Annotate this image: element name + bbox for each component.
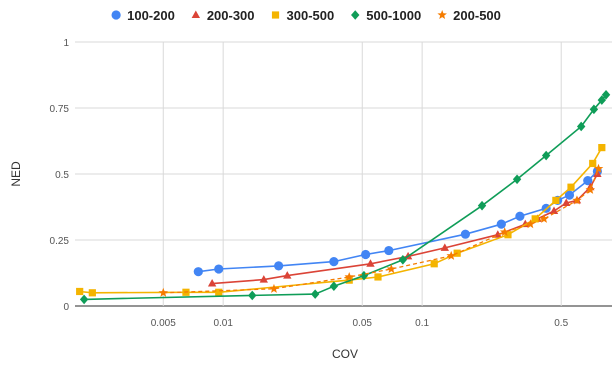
- data-point: [539, 213, 549, 223]
- series-200-300: [207, 169, 602, 287]
- x-tick-label: 0.01: [213, 318, 233, 329]
- data-point: [597, 95, 607, 105]
- data-point: [446, 250, 456, 260]
- y-tick-label: 0: [63, 302, 69, 313]
- data-point: [552, 196, 560, 204]
- data-point: [585, 184, 596, 194]
- data-point: [601, 90, 611, 100]
- y-tick-label: 0.75: [50, 104, 70, 115]
- data-point: [384, 245, 394, 256]
- data-point: [215, 288, 223, 296]
- data-point: [366, 259, 375, 267]
- data-point: [329, 281, 339, 291]
- data-point: [531, 215, 539, 223]
- data-point: [572, 195, 582, 205]
- legend-marker: [191, 10, 201, 18]
- legend-label: 300-500: [287, 8, 335, 23]
- series-line: [212, 173, 599, 285]
- data-point: [440, 243, 450, 251]
- data-point: [310, 289, 320, 299]
- y-axis-ticks: 0 0.25 0.5 0.75 1: [50, 38, 70, 313]
- data-point: [248, 290, 257, 301]
- legend-item: 200-500: [437, 8, 501, 23]
- data-point: [525, 219, 536, 229]
- series-line: [79, 147, 603, 294]
- y-tick-label: 1: [63, 38, 69, 49]
- series-300-500: [76, 144, 606, 297]
- data-point: [576, 121, 586, 132]
- data-point: [158, 287, 169, 297]
- y-tick-label: 0.25: [50, 236, 70, 247]
- data-point: [593, 163, 604, 173]
- data-point: [398, 255, 408, 265]
- data-point: [589, 159, 597, 168]
- series-group: [76, 90, 611, 305]
- legend-label: 500-1000: [366, 8, 421, 23]
- data-point: [79, 294, 89, 305]
- data-point: [344, 271, 354, 282]
- x-tick-label: 0.005: [151, 318, 176, 329]
- data-point: [329, 257, 339, 267]
- x-axis-title: COV: [332, 347, 358, 361]
- data-point: [361, 249, 371, 260]
- data-point: [269, 283, 279, 293]
- data-point: [583, 176, 593, 186]
- data-point: [549, 206, 559, 214]
- y-tick-label: 0.5: [55, 170, 69, 181]
- legend-item: 100-200: [111, 8, 175, 23]
- data-point: [567, 183, 575, 191]
- data-point: [88, 289, 96, 297]
- legend-item: 500-1000: [351, 8, 421, 23]
- data-point: [515, 211, 525, 221]
- legend: 100-200 200-300 300-500 500-1000 200-500: [111, 8, 501, 23]
- data-point: [589, 104, 599, 115]
- data-point: [499, 227, 510, 237]
- x-axis-ticks: 0.005 0.01 0.05 0.1 0.5: [151, 318, 569, 329]
- series-line: [163, 168, 600, 294]
- series-line: [84, 94, 607, 301]
- data-point: [283, 271, 292, 279]
- y-axis-title: NED: [9, 161, 23, 187]
- legend-item: 300-500: [271, 8, 335, 23]
- legend-marker: [437, 10, 447, 20]
- data-point: [598, 144, 606, 152]
- data-point: [259, 275, 268, 283]
- data-point: [207, 279, 217, 287]
- data-point: [460, 229, 471, 239]
- data-point: [541, 150, 551, 161]
- legend-marker: [271, 11, 280, 19]
- data-point: [76, 287, 84, 296]
- data-point: [564, 190, 575, 200]
- grid: [75, 41, 612, 307]
- data-point: [214, 264, 224, 274]
- data-point: [193, 267, 203, 277]
- legend-label: 100-200: [127, 8, 175, 23]
- series-500-1000: [79, 90, 611, 305]
- data-point: [504, 231, 512, 239]
- legend-label: 200-500: [453, 8, 501, 23]
- legend-marker: [111, 10, 121, 20]
- x-tick-label: 0.05: [353, 318, 373, 329]
- data-point: [374, 273, 382, 281]
- series-200-500: [158, 163, 604, 297]
- data-point: [386, 264, 397, 274]
- data-point: [477, 200, 487, 211]
- data-point: [430, 260, 438, 268]
- data-point: [496, 219, 506, 229]
- x-tick-label: 0.5: [554, 318, 568, 329]
- x-tick-label: 0.1: [415, 318, 429, 329]
- legend-marker: [351, 10, 360, 20]
- data-point: [562, 198, 571, 207]
- data-point: [512, 174, 522, 185]
- legend-item: 200-300: [191, 8, 255, 23]
- legend-label: 200-300: [207, 8, 255, 23]
- data-point: [274, 261, 284, 271]
